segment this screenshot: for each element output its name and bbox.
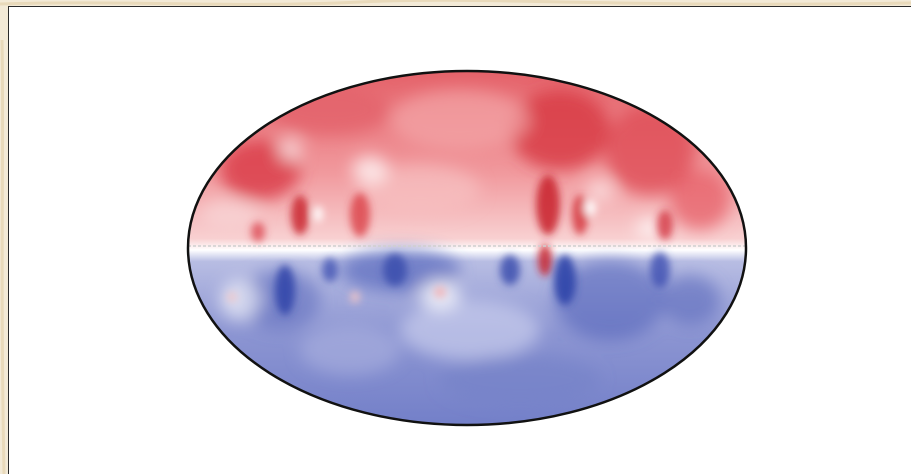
- south-streaks: [227, 252, 670, 315]
- north-features: [200, 85, 730, 238]
- north-streaks: [251, 175, 673, 276]
- south-features: [220, 248, 720, 405]
- map-field: [188, 71, 746, 425]
- map-outline: [186, 69, 748, 427]
